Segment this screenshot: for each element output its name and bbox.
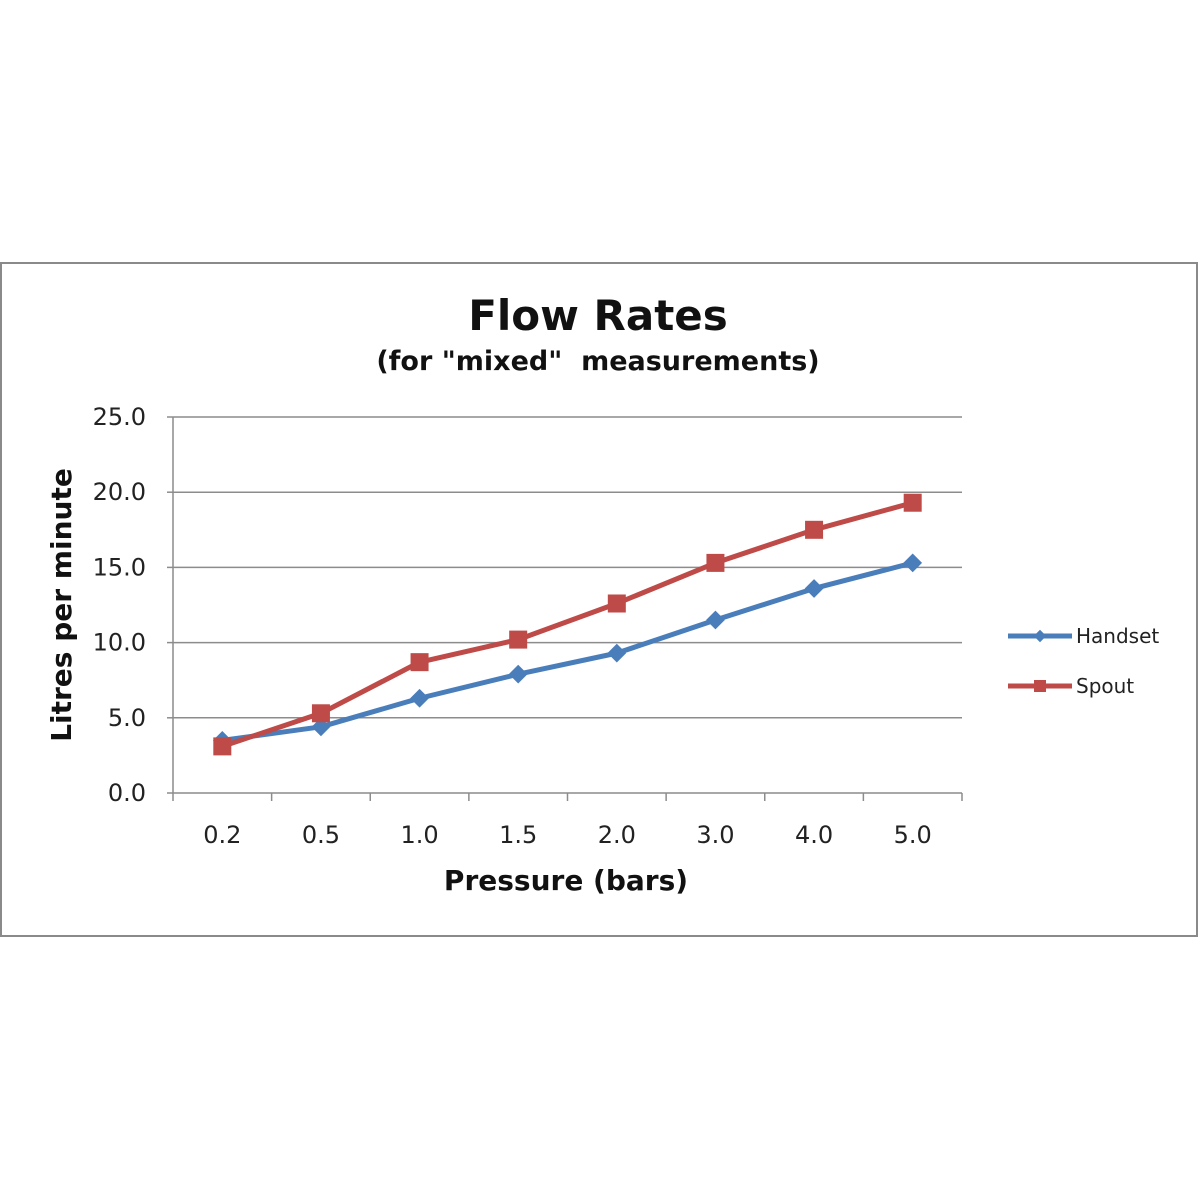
x-tick-label: 1.5 [499, 821, 537, 849]
data-point [509, 630, 528, 649]
data-point [706, 553, 725, 572]
data-point [213, 737, 232, 756]
x-tick-label: 1.0 [400, 821, 438, 849]
axes [167, 416, 963, 801]
data-point [410, 653, 429, 672]
series-line [219, 560, 916, 743]
y-tick-label: 20.0 [93, 478, 146, 506]
data-point [410, 688, 429, 708]
legend-entry: Spout [1008, 674, 1134, 698]
y-tick-label: 15.0 [93, 553, 146, 581]
legend-marker [1033, 629, 1047, 643]
chart-frame [0, 262, 1198, 937]
x-axis-title: Pressure (bars) [444, 864, 688, 897]
data-point [607, 643, 627, 663]
x-tick-labels: 0.2 0.5 1.0 1.5 2.0 3.0 4.0 5.0 [203, 821, 932, 849]
x-tick-label: 2.0 [598, 821, 636, 849]
x-tick-label: 5.0 [894, 821, 932, 849]
data-point [903, 493, 922, 512]
data-point [607, 594, 626, 613]
x-tick-label: 0.2 [203, 821, 241, 849]
x-tick-label: 0.5 [302, 821, 340, 849]
series [212, 493, 923, 756]
data-point [311, 704, 330, 723]
x-tick-label: 3.0 [696, 821, 734, 849]
chart-subtitle: (for "mixed" measurements) [376, 346, 819, 377]
series-line [219, 500, 916, 749]
legend-label: Handset [1076, 624, 1159, 648]
y-axis-title: Litres per minute [45, 468, 78, 742]
x-tick-label: 4.0 [795, 821, 833, 849]
data-point [804, 579, 824, 598]
gridlines [173, 416, 962, 719]
y-tick-labels: 0.0 5.0 10.0 15.0 20.0 25.0 [93, 403, 146, 807]
data-point [508, 664, 528, 684]
data-point [903, 553, 923, 573]
chart-title: Flow Rates [468, 291, 728, 340]
y-tick-label: 25.0 [93, 403, 146, 431]
data-point [805, 520, 824, 539]
series-spout [213, 493, 922, 756]
y-tick-label: 5.0 [108, 704, 146, 732]
y-tick-label: 10.0 [93, 629, 146, 657]
legend: Handset Spout [1008, 624, 1159, 698]
legend-label: Spout [1076, 674, 1134, 698]
data-point [706, 610, 725, 630]
legend-marker [1034, 680, 1046, 692]
y-tick-label: 0.0 [108, 779, 146, 807]
legend-entry: Handset [1008, 624, 1159, 648]
